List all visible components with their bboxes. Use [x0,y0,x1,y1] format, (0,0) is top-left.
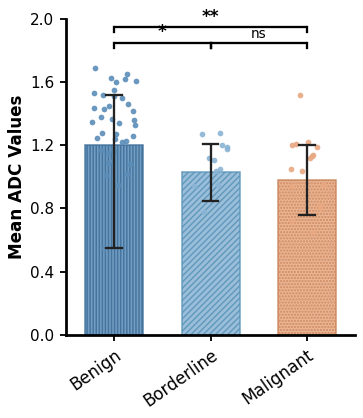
Point [109,115,115,122]
Point [201,208,207,215]
Point [297,92,303,98]
Point [119,139,125,145]
Point [91,104,97,111]
Text: *: * [158,23,167,41]
Point [212,156,217,163]
Point [98,114,104,120]
Y-axis label: Mean ADC Values: Mean ADC Values [8,95,26,259]
Point [113,79,119,86]
Point [216,181,221,188]
Point [310,229,315,235]
Point [317,202,323,209]
Point [305,139,311,145]
Point [105,159,111,166]
Point [133,77,139,84]
Point [101,106,107,112]
Text: **: ** [202,8,219,25]
Point [113,136,118,143]
Point [307,155,313,161]
Point [101,92,106,98]
Point [224,145,230,152]
Point [219,142,225,149]
Point [103,172,109,179]
Point [309,153,315,160]
Point [289,183,295,190]
Point [110,145,115,152]
Point [125,101,131,108]
Point [109,74,114,81]
Point [123,138,129,144]
Point [124,171,130,177]
Point [314,144,320,150]
Point [224,144,230,150]
Point [124,71,130,78]
Point [199,131,204,138]
Point [106,102,111,109]
Point [105,150,111,157]
Point [130,107,136,114]
Point [320,181,326,188]
Bar [278,180,336,335]
Point [89,118,95,125]
Point [114,131,119,138]
Point [213,167,219,174]
Point [289,142,295,149]
Point [98,147,103,153]
Bar [85,145,143,335]
Point [317,205,323,212]
Point [217,130,223,136]
Point [91,90,97,97]
Point [299,167,305,174]
Point [94,134,100,141]
Point [115,181,121,188]
Point [310,151,315,158]
Point [116,120,122,127]
Point [122,76,127,82]
Point [294,140,299,147]
Point [111,148,117,155]
Point [99,130,105,136]
Point [131,117,137,123]
Point [132,122,138,128]
Point [110,158,116,165]
Point [192,183,197,190]
Point [289,218,294,224]
Point [101,245,107,251]
Text: ns: ns [251,27,267,41]
Point [119,95,125,102]
Point [127,161,133,168]
Point [130,133,136,139]
Bar [182,172,240,335]
Point [217,166,223,172]
Point [288,166,294,172]
Point [91,65,97,71]
Point [111,93,117,100]
Point [111,87,117,94]
Point [206,155,212,161]
